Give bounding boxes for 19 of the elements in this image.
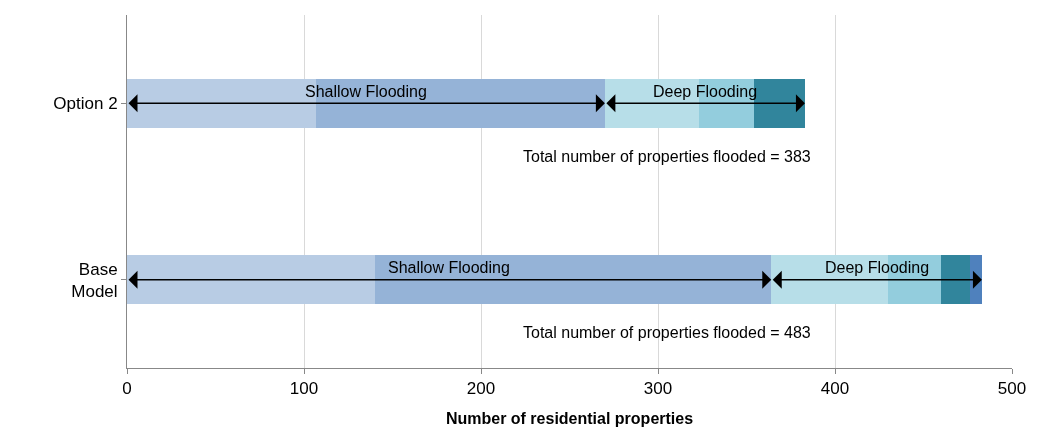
x-tick-label: 300 [643,379,673,399]
x-tick-label: 400 [820,379,850,399]
x-tick-label: 500 [997,379,1027,399]
annotation: Total number of properties flooded = 383 [523,148,811,165]
y-tick-label: Base Model [71,259,118,301]
x-tick-label: 100 [289,379,319,399]
annotation: Shallow Flooding [305,83,427,100]
bar [604,78,699,128]
bar [374,255,772,305]
x-axis-title: Number of residential properties [445,410,694,428]
annotation: Deep Flooding [825,259,930,276]
annotation: Deep Flooding [653,83,758,100]
y-tick-label: Option 2 [53,94,118,114]
x-tick-label: 200 [466,379,496,399]
bar [127,255,375,305]
annotation: Shallow Flooding [388,259,510,276]
annotation: Total number of properties flooded = 483 [523,324,811,341]
bar [941,255,970,305]
x-tick-label: 0 [122,379,132,399]
